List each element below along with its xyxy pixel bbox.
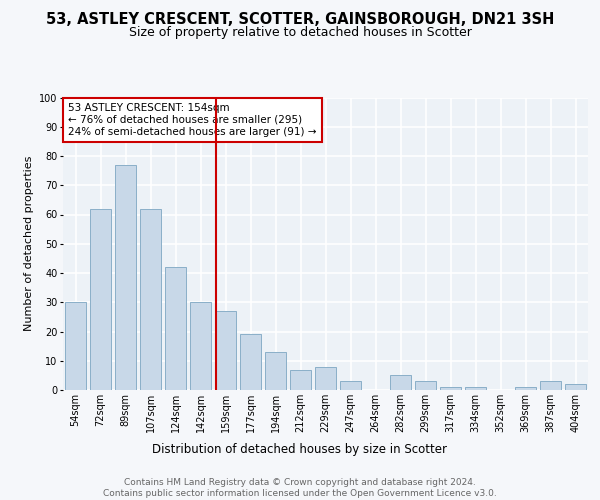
Bar [390,376,411,390]
Bar [340,381,361,390]
Bar [265,352,286,390]
Bar [190,302,211,390]
Text: Distribution of detached houses by size in Scotter: Distribution of detached houses by size … [152,442,448,456]
Bar [515,387,536,390]
Text: Size of property relative to detached houses in Scotter: Size of property relative to detached ho… [128,26,472,39]
Bar [315,366,336,390]
Bar [115,165,136,390]
Bar [90,208,111,390]
Bar [440,387,461,390]
Bar [465,387,486,390]
Bar [240,334,261,390]
Bar [65,302,86,390]
Text: 53, ASTLEY CRESCENT, SCOTTER, GAINSBOROUGH, DN21 3SH: 53, ASTLEY CRESCENT, SCOTTER, GAINSBOROU… [46,12,554,28]
Bar [415,381,436,390]
Bar [215,311,236,390]
Bar [140,208,161,390]
Text: Contains HM Land Registry data © Crown copyright and database right 2024.
Contai: Contains HM Land Registry data © Crown c… [103,478,497,498]
Bar [540,381,561,390]
Bar [165,267,186,390]
Text: 53 ASTLEY CRESCENT: 154sqm
← 76% of detached houses are smaller (295)
24% of sem: 53 ASTLEY CRESCENT: 154sqm ← 76% of deta… [68,104,317,136]
Bar [565,384,586,390]
Bar [290,370,311,390]
Y-axis label: Number of detached properties: Number of detached properties [23,156,34,332]
